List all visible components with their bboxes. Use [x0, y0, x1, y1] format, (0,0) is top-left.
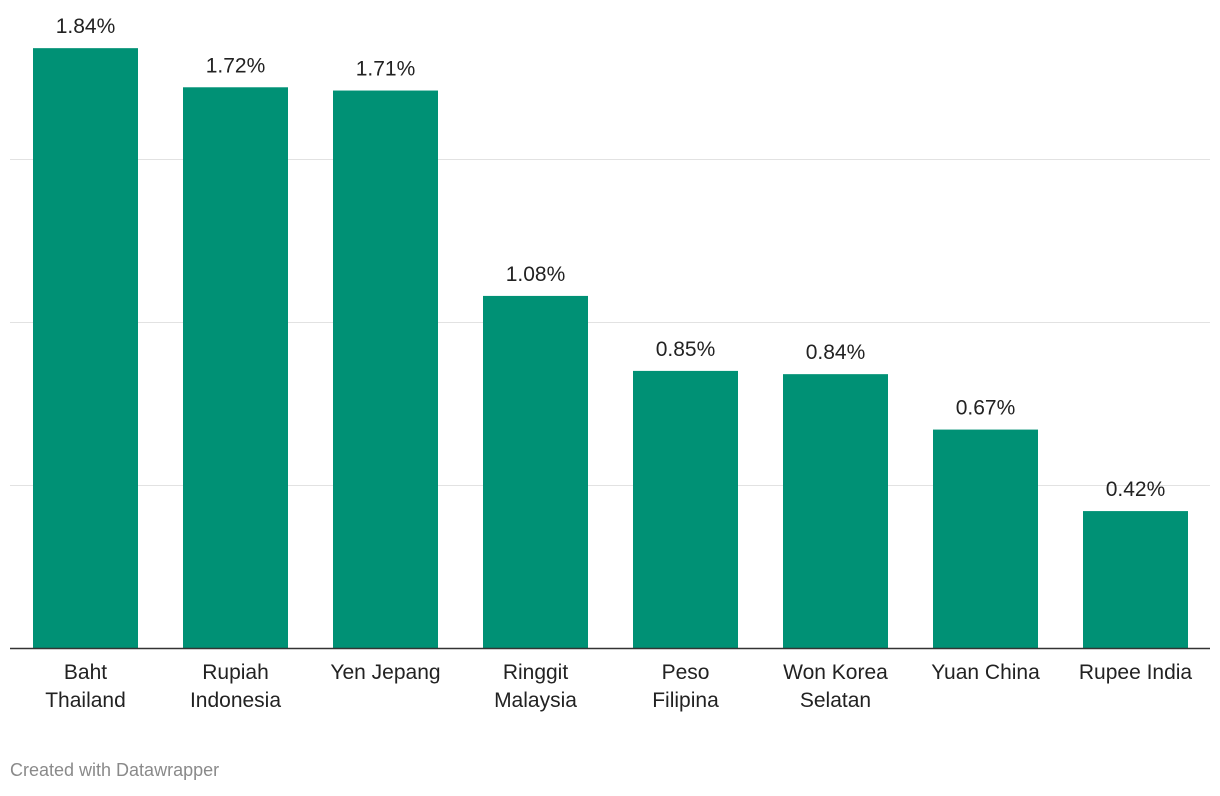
bar: [183, 87, 288, 648]
category-label-line: Indonesia: [190, 689, 281, 712]
category-label: Ringgit Malaysia: [494, 661, 577, 712]
bar-value-label: 0.84%: [806, 341, 866, 364]
category-label-line: Won Korea: [783, 661, 888, 684]
category-label-line: Thailand: [45, 689, 126, 712]
bar-value-label: 0.85%: [656, 338, 716, 361]
category-label-line: Selatan: [800, 689, 871, 712]
category-label: Rupiah Indonesia: [190, 661, 281, 712]
category-label: Peso Filipina: [652, 661, 719, 712]
category-label-line: Yuan China: [931, 661, 1040, 684]
bar: [1083, 511, 1188, 648]
category-label-line: Peso: [662, 661, 710, 684]
bar-value-label: 0.67%: [956, 397, 1016, 420]
bar: [333, 90, 438, 649]
bar-value-label: 0.42%: [1106, 478, 1166, 501]
bar: [483, 295, 588, 648]
bars: [33, 48, 1188, 649]
category-labels: Baht Thailand Rupiah Indonesia Yen Jepang Rin…: [45, 661, 1192, 712]
bar-value-label: 1.08%: [506, 263, 566, 286]
value-labels: 1.84% 1.72% 1.71% 1.08% 0.85% 0.84% 0.67% 0.42%: [56, 15, 1166, 501]
bar: [33, 48, 138, 649]
category-label-line: Malaysia: [494, 689, 577, 712]
category-label-line: Ringgit: [503, 661, 569, 684]
chart-canvas: 1.84% 1.72% 1.71% 1.08% 0.85% 0.84% 0.67% 0.42%…: [10, 15, 1210, 712]
category-label-line: Rupiah: [202, 661, 269, 684]
bar: [783, 374, 888, 648]
bar: [633, 370, 738, 648]
category-label: Baht Thailand: [45, 661, 126, 712]
category-label-line: Baht: [64, 661, 107, 684]
bar-value-label: 1.84%: [56, 15, 116, 38]
bar-value-label: 1.72%: [206, 54, 266, 77]
category-label: Won Korea Selatan: [783, 661, 888, 712]
bar: [933, 429, 1038, 648]
category-label: Yen Jepang: [330, 661, 440, 684]
bar-value-label: 1.71%: [356, 58, 416, 81]
category-label-line: Yen Jepang: [330, 661, 440, 684]
category-label: Rupee India: [1079, 661, 1193, 684]
category-label: Yuan China: [931, 661, 1040, 684]
category-label-line: Filipina: [652, 689, 719, 712]
category-label-line: Rupee India: [1079, 661, 1193, 684]
credit-text: Created with Datawrapper: [10, 760, 220, 780]
